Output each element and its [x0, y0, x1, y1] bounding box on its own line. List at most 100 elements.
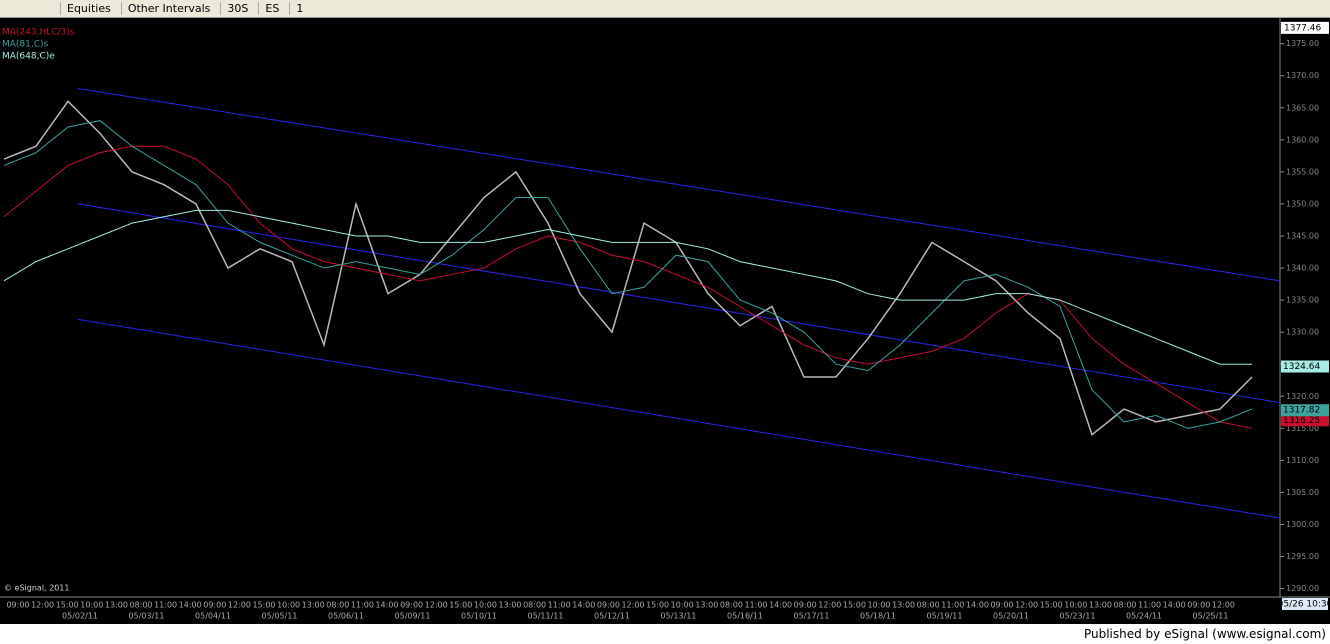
chart: © eSignal, 2011 1290.00 1295.00 1300.00 130… [0, 18, 1330, 624]
background [0, 18, 1330, 624]
y-tick-label: 1310.00 [1286, 456, 1319, 465]
x-tick-label: 15:00 [449, 601, 472, 610]
x-tick-label: 12:00 [818, 601, 841, 610]
date-label: 05/24/11 [1126, 612, 1162, 621]
y-tick-label: 1295.00 [1286, 552, 1319, 561]
y-tick-label: 1365.00 [1286, 103, 1319, 112]
y-tick-label: 1345.00 [1286, 231, 1319, 240]
x-tick-label: 15:00 [56, 601, 79, 610]
x-tick-label: 10:00 [474, 601, 497, 610]
price-tag [1281, 21, 1329, 34]
toolbar-item[interactable]: Other Intervals [120, 2, 217, 15]
y-tick-label: 1335.00 [1286, 296, 1319, 305]
date-label: 05/17/11 [794, 612, 830, 621]
x-tick-label: 09:00 [1187, 601, 1210, 610]
cursor-time: 05/26 10:30 [1278, 600, 1330, 610]
x-tick-label: 08:00 [129, 601, 152, 610]
y-tick-label: 1305.00 [1286, 488, 1319, 497]
legend-entry: MA(648,C)e [2, 52, 55, 62]
x-tick-label: 14:00 [375, 601, 398, 610]
y-tick-label: 1360.00 [1286, 135, 1319, 144]
x-tick-label: 08:00 [720, 601, 743, 610]
x-tick-label: 09:00 [400, 601, 423, 610]
x-tick-label: 11:00 [1138, 601, 1161, 610]
y-tick-label: 1330.00 [1286, 328, 1319, 337]
last-value-label: 1324.64 [1283, 362, 1320, 372]
date-label: 05/04/11 [195, 612, 231, 621]
x-tick-label: 12:00 [1015, 601, 1038, 610]
x-tick-label: 14:00 [572, 601, 595, 610]
x-tick-label: 13:00 [1089, 601, 1112, 610]
x-tick-label: 13:00 [498, 601, 521, 610]
x-tick-label: 12:00 [1212, 601, 1235, 610]
y-tick-label: 1300.00 [1286, 520, 1319, 529]
cursor-box [1282, 598, 1328, 610]
x-tick-label: 08:00 [523, 601, 546, 610]
x-tick-label: 09:00 [203, 601, 226, 610]
footer: Published by eSignal (www.esignal.com) [0, 624, 1330, 644]
toolbar-item[interactable]: ES [258, 2, 285, 15]
legend-entry: MA(81,C)s [2, 40, 49, 50]
x-tick-label: 15:00 [646, 601, 669, 610]
date-label: 05/11/11 [528, 612, 564, 621]
legend-entry: MA(243,HLC/3)s [2, 28, 75, 38]
channel-line [77, 203, 1281, 404]
date-label: 05/20/11 [993, 612, 1029, 621]
x-tick-label: 14:00 [1163, 601, 1186, 610]
last-value-label: 1317.82 [1283, 406, 1320, 416]
toolbar-item[interactable]: 1 [289, 2, 309, 15]
y-tick-label: 1355.00 [1286, 167, 1319, 176]
x-tick-label: 15:00 [252, 601, 275, 610]
toolbar-item[interactable]: 30S [220, 2, 254, 15]
date-label: 05/18/11 [860, 612, 896, 621]
y-tick-label: 1375.00 [1286, 39, 1319, 48]
x-tick-label: 11:00 [351, 601, 374, 610]
x-tick-label: 10:00 [867, 601, 890, 610]
x-tick-label: 13:00 [892, 601, 915, 610]
date-label: 05/25/11 [1193, 612, 1229, 621]
x-tick-label: 11:00 [744, 601, 767, 610]
x-tick-label: 13:00 [105, 601, 128, 610]
x-tick-label: 11:00 [154, 601, 177, 610]
date-label: 05/23/11 [1060, 612, 1096, 621]
last-value-box [1281, 404, 1329, 417]
x-tick-label: 15:00 [843, 601, 866, 610]
x-tick-label: 12:00 [425, 601, 448, 610]
x-tick-label: 11:00 [941, 601, 964, 610]
x-tick-label: 10:00 [671, 601, 694, 610]
x-tick-label: 13:00 [695, 601, 718, 610]
x-tick-label: 14:00 [966, 601, 989, 610]
date-label: 05/19/11 [927, 612, 963, 621]
x-tick-label: 09:00 [990, 601, 1013, 610]
x-tick-label: 10:00 [277, 601, 300, 610]
x-tick-label: 13:00 [302, 601, 325, 610]
y-tick-label: 1320.00 [1286, 392, 1319, 401]
date-label: 05/09/11 [395, 612, 431, 621]
x-tick-label: 12:00 [31, 601, 54, 610]
x-tick-label: 14:00 [769, 601, 792, 610]
x-tick-label: 15:00 [1040, 601, 1063, 610]
date-label: 05/05/11 [262, 612, 298, 621]
x-tick-label: 09:00 [597, 601, 620, 610]
x-tick-label: 08:00 [326, 601, 349, 610]
y-tick-label: 1340.00 [1286, 264, 1319, 273]
series-line [3, 100, 1253, 436]
date-label: 05/10/11 [461, 612, 497, 621]
y-tick-label: 1315.00 [1286, 424, 1319, 433]
toolbar: Equities Other Intervals 30S ES 1 [0, 0, 1330, 18]
x-tick-label: 08:00 [1113, 601, 1136, 610]
channel-line [77, 88, 1281, 282]
y-tick-label: 1350.00 [1286, 199, 1319, 208]
toolbar-item[interactable]: Equities [60, 2, 117, 15]
series-line [3, 209, 1252, 365]
date-label: 05/16/11 [727, 612, 763, 621]
y-tick-label: 1370.00 [1286, 71, 1319, 80]
x-tick-label: 12:00 [228, 601, 251, 610]
x-tick-label: 10:00 [1064, 601, 1087, 610]
y-tick-label: 1290.00 [1286, 584, 1319, 593]
x-tick-label: 10:00 [80, 601, 103, 610]
x-tick-label: 09:00 [794, 601, 817, 610]
date-label: 05/12/11 [594, 612, 630, 621]
x-tick-label: 12:00 [621, 601, 644, 610]
